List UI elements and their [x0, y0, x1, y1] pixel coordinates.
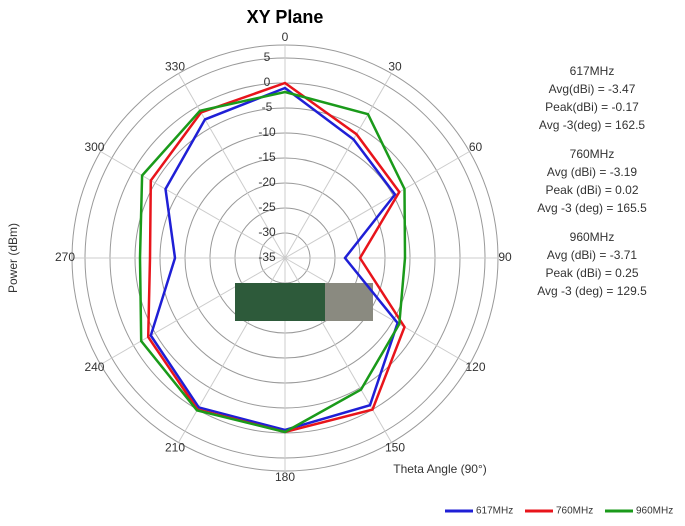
inset-photo-bg	[325, 283, 373, 321]
annotation: Peak (dBi) = 0.25	[545, 266, 638, 280]
annotation: Avg -3(deg) = 162.5	[539, 118, 646, 132]
r-tick-label: -15	[258, 150, 276, 164]
annotation: Avg(dBi) = -3.47	[549, 82, 636, 96]
r-tick-label: -20	[258, 175, 276, 189]
r-tick-label: -30	[258, 225, 276, 239]
theta-tick-label: 330	[165, 60, 185, 74]
theta-tick-label: 0	[282, 30, 289, 44]
page: XY Plane Power (dBm) Theta Angle (90°) -…	[0, 0, 685, 526]
theta-tick-label: 150	[385, 441, 405, 455]
legend-label: 960MHz	[636, 506, 673, 517]
grid	[72, 45, 498, 471]
theta-tick-label: 240	[84, 360, 104, 374]
theta-tick-label: 300	[84, 140, 104, 154]
theta-tick-label: 90	[498, 250, 512, 264]
x-axis-label: Theta Angle (90°)	[393, 462, 487, 476]
annotation: Avg -3 (deg) = 129.5	[537, 284, 647, 298]
y-axis-label: Power (dBm)	[6, 223, 20, 293]
grid-spoke	[285, 152, 469, 259]
r-tick-label: 5	[264, 50, 271, 64]
r-tick-label: -10	[258, 125, 276, 139]
chart-title: XY Plane	[247, 7, 324, 27]
r-tick-label: 0	[264, 75, 271, 89]
annotation: Peak(dBi) = -0.17	[545, 100, 639, 114]
annotation: Avg (dBi) = -3.71	[547, 248, 637, 262]
theta-tick-label: 60	[469, 140, 483, 154]
theta-tick-label: 30	[388, 60, 402, 74]
annotation: 617MHz	[570, 64, 615, 78]
r-tick-label: -35	[258, 250, 276, 264]
theta-tick-label: 120	[466, 360, 486, 374]
theta-tick-label: 180	[275, 470, 295, 484]
theta-tick-label: 210	[165, 441, 185, 455]
r-tick-label: -25	[258, 200, 276, 214]
chart: XY Plane Power (dBm) Theta Angle (90°) -…	[0, 0, 685, 521]
legend-label: 617MHz	[476, 506, 513, 517]
theta-tick-label: 270	[55, 250, 75, 264]
annotation: Avg (dBi) = -3.19	[547, 165, 637, 179]
annotation: 960MHz	[570, 230, 615, 244]
annotation: Peak (dBi) = 0.02	[545, 183, 638, 197]
r-tick-label: -5	[262, 100, 273, 114]
annotation: Avg -3 (deg) = 165.5	[537, 201, 647, 215]
grid-spoke	[101, 152, 285, 259]
annotation: 760MHz	[570, 147, 615, 161]
legend-label: 760MHz	[556, 506, 593, 517]
